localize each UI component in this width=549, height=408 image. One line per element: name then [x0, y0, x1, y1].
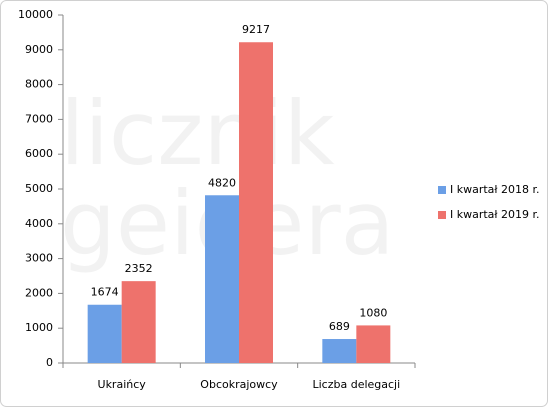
legend-swatch	[438, 211, 446, 219]
value-label: 1080	[359, 306, 387, 319]
bar	[322, 339, 357, 363]
legend-label: I kwartał 2018 r.	[450, 183, 540, 196]
y-tick-label: 9000	[25, 43, 53, 56]
value-label: 4820	[208, 176, 236, 189]
x-tick-label: Liczba delegacji	[312, 378, 400, 391]
y-tick-label: 4000	[25, 217, 53, 230]
y-tick-label: 7000	[25, 112, 53, 125]
bar	[87, 304, 122, 363]
legend-label: I kwartał 2019 r.	[450, 208, 540, 221]
value-label: 2352	[125, 262, 153, 275]
y-tick-label: 10000	[18, 8, 53, 21]
bar	[356, 325, 391, 363]
y-tick-label: 2000	[25, 286, 53, 299]
y-tick-label: 8000	[25, 78, 53, 91]
x-tick-label: Obcokrajowcy	[200, 378, 278, 391]
legend-swatch	[438, 186, 446, 194]
value-label: 689	[329, 320, 350, 333]
value-label: 1674	[91, 286, 119, 299]
bar	[121, 281, 156, 363]
y-tick-label: 3000	[25, 252, 53, 265]
y-tick-label: 1000	[25, 321, 53, 334]
bar	[239, 42, 273, 363]
bar	[205, 195, 239, 363]
y-tick-label: 0	[46, 356, 53, 369]
watermark: licznik	[60, 82, 335, 185]
value-label: 9217	[242, 23, 270, 36]
y-tick-label: 5000	[25, 182, 53, 195]
x-tick-label: Ukraińcy	[98, 378, 147, 391]
y-tick-label: 6000	[25, 147, 53, 160]
